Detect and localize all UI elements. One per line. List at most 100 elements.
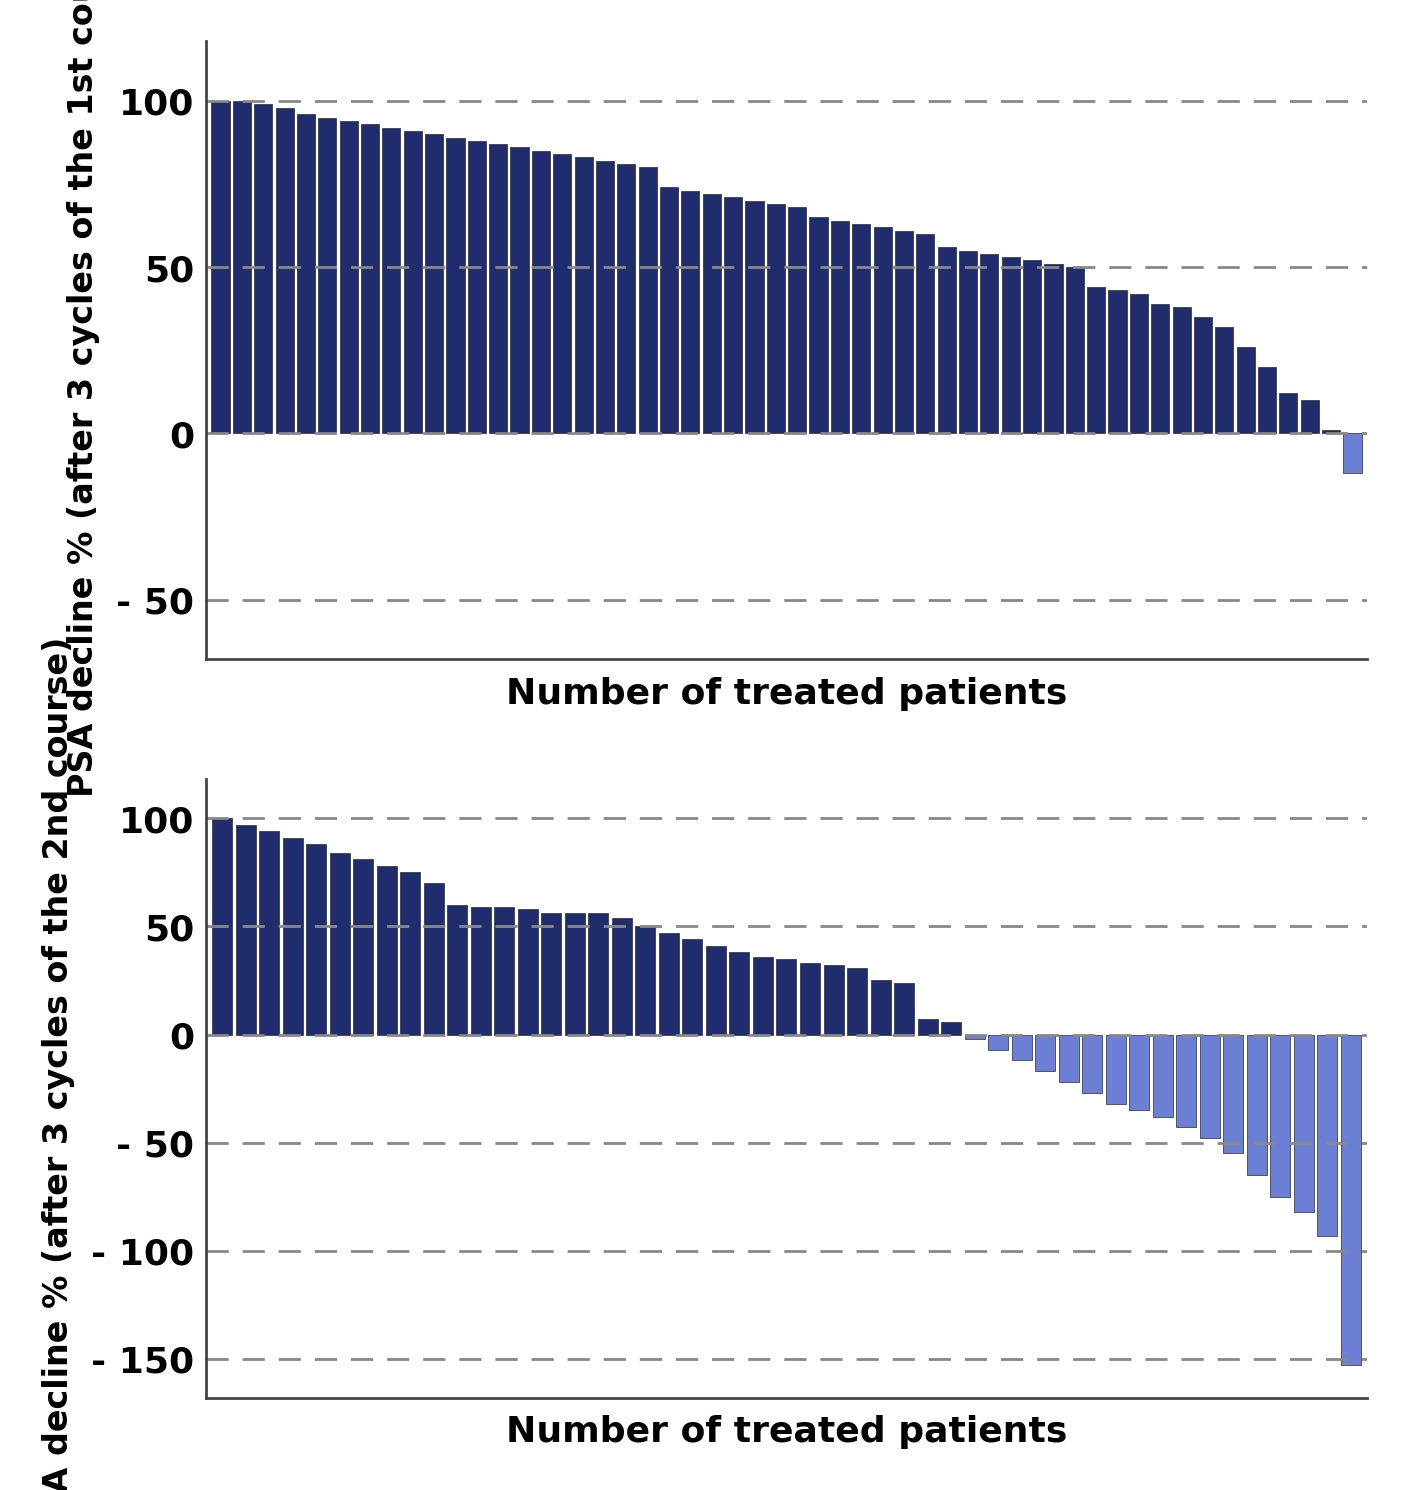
- Bar: [510, 148, 528, 434]
- Bar: [306, 845, 325, 1034]
- Bar: [1151, 304, 1169, 434]
- Bar: [617, 164, 635, 434]
- Bar: [788, 207, 806, 434]
- Bar: [382, 128, 400, 434]
- Bar: [235, 825, 255, 1034]
- Bar: [468, 142, 486, 434]
- Bar: [330, 854, 349, 1034]
- Bar: [1130, 294, 1148, 434]
- Bar: [1293, 1034, 1313, 1211]
- Bar: [447, 904, 468, 1034]
- Bar: [800, 964, 820, 1034]
- Bar: [531, 152, 550, 434]
- Bar: [495, 907, 514, 1034]
- Bar: [318, 118, 337, 434]
- Bar: [1215, 328, 1233, 434]
- Bar: [1279, 393, 1298, 434]
- Bar: [752, 957, 774, 1034]
- Bar: [1223, 1034, 1243, 1153]
- Bar: [489, 145, 507, 434]
- Bar: [1271, 1034, 1291, 1196]
- Bar: [745, 201, 764, 434]
- Bar: [596, 161, 614, 434]
- Bar: [426, 134, 444, 434]
- Bar: [1109, 291, 1127, 434]
- Bar: [447, 139, 465, 434]
- Bar: [211, 101, 230, 434]
- Bar: [981, 255, 999, 434]
- Bar: [403, 131, 421, 434]
- Bar: [682, 940, 702, 1034]
- Bar: [565, 913, 585, 1034]
- Bar: [776, 960, 796, 1034]
- Bar: [1247, 1034, 1267, 1176]
- Bar: [941, 1022, 961, 1034]
- Bar: [823, 966, 844, 1034]
- Bar: [1002, 258, 1020, 434]
- Bar: [1129, 1034, 1150, 1110]
- X-axis label: Number of treated patients: Number of treated patients: [506, 676, 1067, 711]
- Bar: [254, 104, 272, 434]
- Bar: [988, 1034, 1007, 1050]
- Bar: [283, 837, 303, 1034]
- Bar: [297, 115, 316, 434]
- Bar: [703, 195, 721, 434]
- Bar: [1044, 264, 1062, 434]
- Bar: [424, 884, 444, 1034]
- Bar: [1082, 1034, 1102, 1094]
- Bar: [276, 109, 293, 434]
- Bar: [916, 234, 934, 434]
- Bar: [724, 198, 743, 434]
- Bar: [1193, 317, 1212, 434]
- Bar: [730, 952, 750, 1034]
- Bar: [354, 860, 373, 1034]
- Bar: [541, 913, 561, 1034]
- Bar: [1086, 288, 1105, 434]
- Bar: [517, 909, 538, 1034]
- Bar: [635, 927, 655, 1034]
- Bar: [1322, 431, 1340, 434]
- Bar: [1343, 434, 1361, 474]
- Bar: [659, 933, 679, 1034]
- Bar: [638, 168, 657, 434]
- Bar: [706, 946, 726, 1034]
- Bar: [895, 231, 913, 434]
- Bar: [232, 101, 251, 434]
- Bar: [965, 1034, 985, 1039]
- Bar: [612, 918, 631, 1034]
- Bar: [211, 818, 232, 1034]
- Bar: [937, 247, 955, 434]
- Bar: [895, 983, 914, 1034]
- Bar: [871, 980, 890, 1034]
- Bar: [847, 967, 867, 1034]
- Bar: [917, 1019, 937, 1034]
- Bar: [1012, 1034, 1031, 1061]
- Bar: [852, 225, 871, 434]
- Bar: [1237, 347, 1254, 434]
- Bar: [376, 866, 397, 1034]
- Bar: [682, 191, 699, 434]
- Bar: [1106, 1034, 1126, 1104]
- Bar: [874, 228, 892, 434]
- Bar: [1058, 1034, 1079, 1082]
- Y-axis label: PSA decline % (after 3 cycles of the 1st course): PSA decline % (after 3 cycles of the 1st…: [66, 0, 100, 797]
- Bar: [589, 913, 609, 1034]
- Bar: [400, 873, 420, 1034]
- Bar: [809, 218, 827, 434]
- Bar: [1258, 367, 1277, 434]
- Bar: [340, 121, 358, 434]
- Bar: [960, 250, 976, 434]
- Y-axis label: PSA decline % (after 3 cycles of the 2nd course): PSA decline % (after 3 cycles of the 2nd…: [42, 636, 75, 1490]
- Bar: [1153, 1034, 1172, 1118]
- Bar: [1065, 268, 1084, 434]
- Bar: [1341, 1034, 1361, 1365]
- X-axis label: Number of treated patients: Number of treated patients: [506, 1414, 1067, 1448]
- Bar: [259, 831, 279, 1034]
- Bar: [361, 125, 379, 434]
- Bar: [1177, 1034, 1196, 1128]
- Bar: [471, 907, 490, 1034]
- Bar: [831, 221, 848, 434]
- Bar: [766, 204, 785, 434]
- Bar: [1036, 1034, 1055, 1071]
- Bar: [575, 158, 593, 434]
